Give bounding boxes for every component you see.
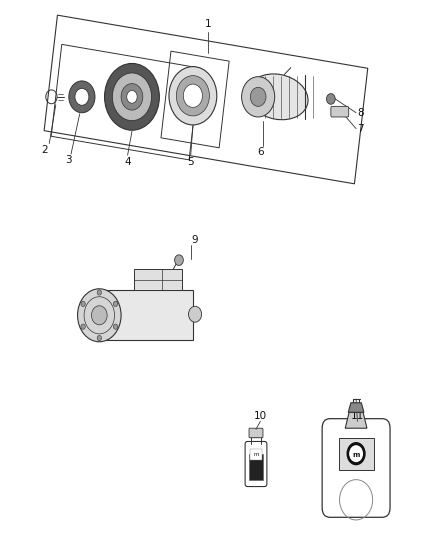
Circle shape bbox=[97, 290, 102, 295]
Circle shape bbox=[326, 94, 335, 104]
Circle shape bbox=[184, 84, 202, 108]
Circle shape bbox=[346, 442, 366, 465]
Text: 6: 6 bbox=[257, 147, 264, 157]
Circle shape bbox=[242, 77, 275, 117]
FancyBboxPatch shape bbox=[322, 419, 390, 518]
Circle shape bbox=[121, 84, 143, 110]
Ellipse shape bbox=[247, 74, 308, 120]
Bar bbox=[249, 454, 263, 480]
Circle shape bbox=[81, 301, 85, 306]
Polygon shape bbox=[134, 269, 182, 290]
Circle shape bbox=[169, 67, 217, 125]
Text: 11: 11 bbox=[351, 411, 364, 421]
Polygon shape bbox=[106, 290, 193, 340]
Circle shape bbox=[127, 91, 137, 103]
Text: 9: 9 bbox=[192, 235, 198, 245]
Text: 7: 7 bbox=[357, 124, 364, 134]
Text: 2: 2 bbox=[42, 145, 48, 155]
Circle shape bbox=[113, 301, 118, 306]
Circle shape bbox=[349, 445, 363, 462]
Text: 3: 3 bbox=[66, 156, 72, 165]
Bar bbox=[339, 438, 374, 470]
Text: m: m bbox=[353, 452, 360, 458]
Bar bbox=[251, 449, 261, 460]
Text: 10: 10 bbox=[254, 411, 267, 421]
Text: 4: 4 bbox=[124, 157, 131, 166]
Circle shape bbox=[75, 88, 89, 106]
Circle shape bbox=[97, 335, 102, 341]
Polygon shape bbox=[348, 403, 364, 413]
Circle shape bbox=[177, 76, 209, 116]
Polygon shape bbox=[345, 413, 367, 428]
Circle shape bbox=[69, 81, 95, 113]
Circle shape bbox=[188, 306, 201, 322]
Text: m: m bbox=[253, 452, 259, 457]
Text: 5: 5 bbox=[187, 157, 194, 166]
Circle shape bbox=[78, 289, 121, 342]
Circle shape bbox=[105, 63, 159, 130]
Circle shape bbox=[113, 73, 152, 120]
FancyBboxPatch shape bbox=[249, 428, 263, 438]
Circle shape bbox=[175, 255, 184, 265]
Text: 1: 1 bbox=[205, 19, 212, 29]
Circle shape bbox=[113, 324, 118, 329]
Text: 8: 8 bbox=[357, 108, 364, 118]
FancyBboxPatch shape bbox=[245, 441, 267, 487]
Circle shape bbox=[92, 306, 107, 325]
FancyBboxPatch shape bbox=[331, 107, 349, 117]
Circle shape bbox=[81, 324, 85, 329]
Circle shape bbox=[251, 87, 266, 107]
